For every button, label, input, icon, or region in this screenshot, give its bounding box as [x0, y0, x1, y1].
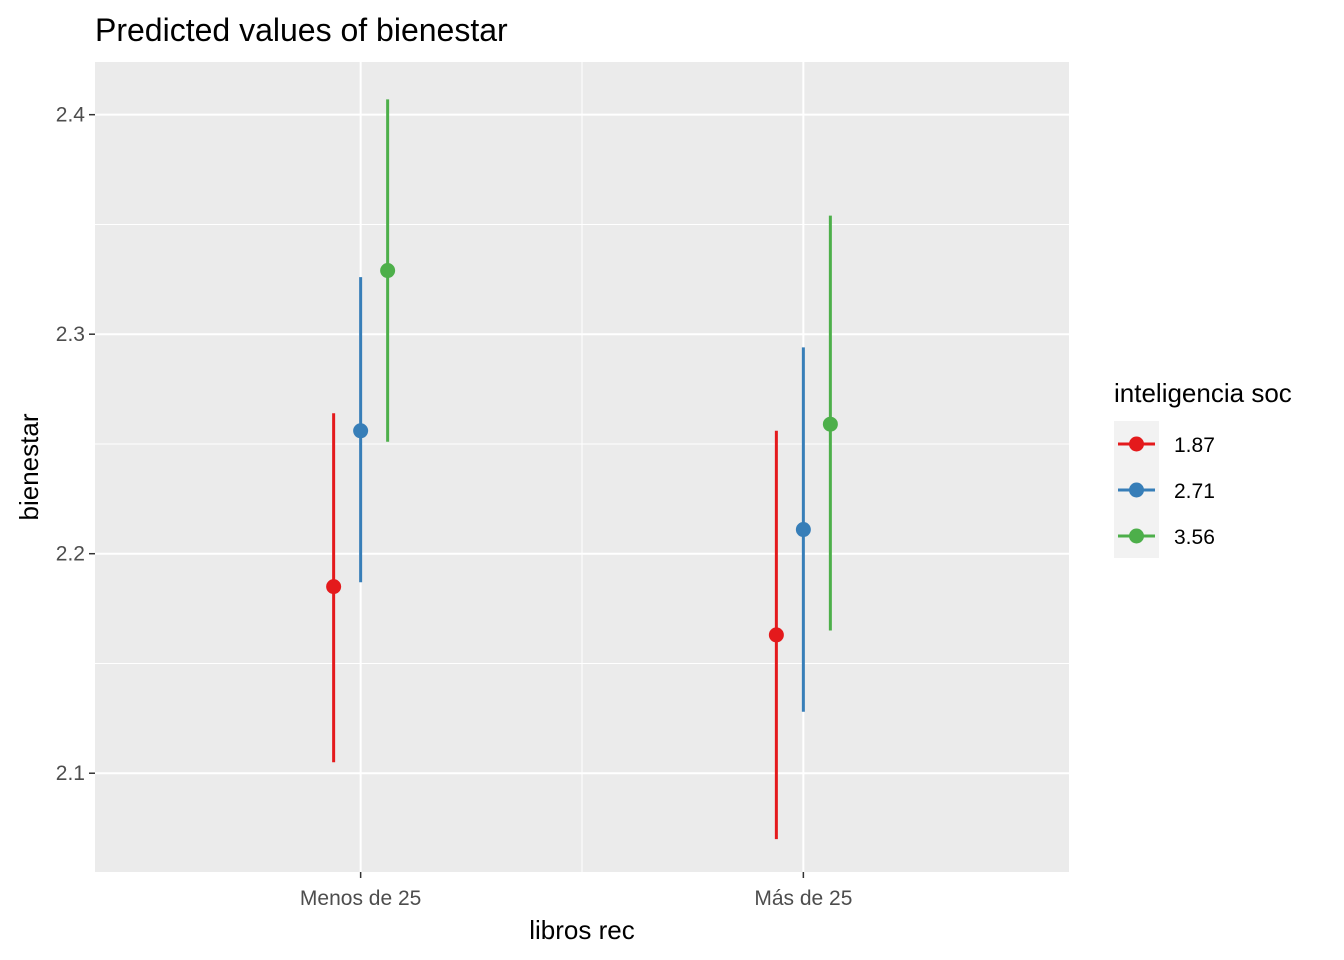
point-1.87-0: [326, 579, 342, 595]
legend: inteligencia soc 1.87 2.71 3.56: [1114, 378, 1292, 558]
legend-key-point-3.56: [1129, 528, 1144, 544]
mark-layer: [326, 99, 838, 840]
chart-title: Predicted values of bienestar: [95, 12, 508, 48]
point-2.71-0: [353, 423, 369, 439]
point-2.71-1: [795, 522, 811, 538]
tick-layer: 2.1 2.2 2.3 2.4 Menos de 25 Más de 25: [56, 104, 853, 910]
y-tick-label: 2.1: [56, 762, 85, 785]
y-tick-label: 2.2: [56, 543, 85, 566]
x-tick-label: Menos de 25: [300, 887, 421, 910]
legend-key-point-1.87: [1129, 436, 1144, 452]
legend-label: 2.71: [1174, 480, 1215, 503]
legend-label: 3.56: [1174, 526, 1215, 549]
point-1.87-1: [768, 627, 784, 643]
point-3.56-0: [380, 263, 396, 279]
point-3.56-1: [822, 416, 838, 432]
legend-key-point-2.71: [1129, 482, 1144, 498]
y-axis-title: bienestar: [14, 413, 44, 520]
x-axis-title: libros rec: [529, 915, 634, 945]
y-tick-label: 2.4: [56, 104, 86, 127]
x-tick-label: Más de 25: [754, 887, 852, 910]
legend-label: 1.87: [1174, 434, 1215, 457]
legend-title: inteligencia soc: [1114, 378, 1292, 408]
y-tick-label: 2.3: [56, 323, 85, 346]
